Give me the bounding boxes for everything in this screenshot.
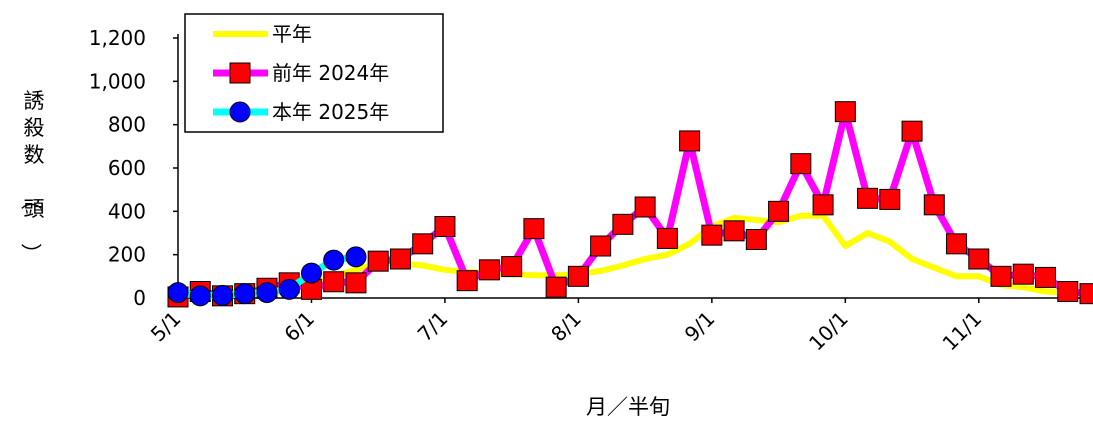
x-tick-label: 8/1 [546,307,586,347]
x-tick-label: 10/1 [804,307,853,356]
data-point [634,196,656,218]
y-tick-label: 600 [108,156,146,180]
data-point [545,276,567,298]
data-point [745,229,767,250]
data-point [612,213,634,235]
data-point [389,248,411,270]
axes [173,34,1090,303]
data-point [1035,266,1057,288]
data-point [901,120,923,142]
x-tick-label: 7/1 [413,307,453,347]
data-point [990,265,1012,287]
data-point [523,218,545,240]
data-point [590,235,612,257]
data-point [478,259,500,281]
data-point [167,282,189,304]
data-point [723,220,745,242]
legend-marker [229,101,251,123]
data-point [501,256,523,278]
x-tick-label: 9/1 [680,307,720,347]
data-point [923,194,945,216]
y-axis-title: 誘殺数（頭） [19,89,45,264]
data-point [234,283,256,305]
data-point [656,227,678,249]
data-point [834,101,856,123]
data-point [345,272,367,294]
y-tick-label: 400 [108,199,146,223]
data-point [412,233,434,255]
data-point [812,194,834,216]
data-point [367,250,389,272]
legend-label: 前年 2024年 [272,61,389,85]
data-point [879,188,901,210]
data-point [701,224,723,246]
legend-marker [229,62,251,84]
data-point [211,284,233,306]
y-tick-label: 1,200 [89,26,146,50]
data-point [434,216,456,237]
data-point [946,233,968,255]
data-point [1057,281,1079,302]
data-point [189,285,211,307]
data-point [278,278,300,300]
data-point [1012,263,1034,285]
data-point [456,270,478,292]
legend-label: 平年 [272,22,312,46]
x-axis-title: 月／半旬 [586,395,670,419]
data-point [968,248,990,270]
data-point [300,262,322,284]
data-point [679,130,701,152]
y-tick-label: 200 [108,243,146,267]
data-point [323,249,345,271]
x-tick-label: 5/1 [146,307,186,347]
x-tick-label: 6/1 [279,307,319,347]
series-layer [167,101,1093,308]
y-tick-label: 0 [133,286,146,310]
data-point [256,282,278,304]
data-point [857,187,879,209]
y-tick-label: 800 [108,113,146,137]
x-tick-label: 11/1 [938,307,987,356]
legend-label: 本年 2025年 [272,100,389,124]
data-point [567,265,589,287]
data-point [790,153,812,175]
data-point [768,200,790,222]
data-point [345,246,367,268]
y-tick-label: 1,000 [89,69,146,93]
data-point [323,271,345,293]
data-point [1079,283,1093,305]
